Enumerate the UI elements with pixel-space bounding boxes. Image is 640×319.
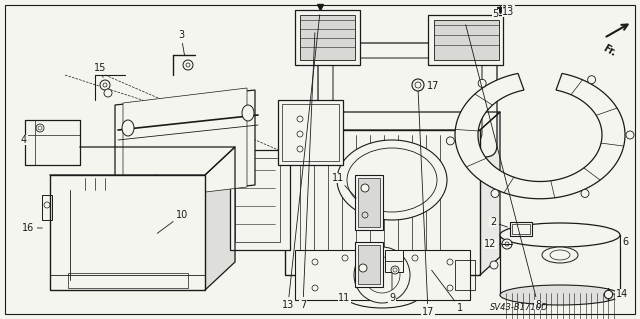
Circle shape xyxy=(374,285,390,301)
Text: 12: 12 xyxy=(484,239,502,249)
FancyBboxPatch shape xyxy=(318,43,497,157)
Text: 5: 5 xyxy=(492,9,499,19)
Ellipse shape xyxy=(500,285,620,305)
Polygon shape xyxy=(123,88,247,202)
Polygon shape xyxy=(285,112,500,130)
Bar xyxy=(434,20,499,60)
Circle shape xyxy=(581,189,589,197)
Text: 14: 14 xyxy=(613,289,628,299)
Bar xyxy=(358,178,380,227)
Text: 9: 9 xyxy=(389,273,395,303)
Text: 1: 1 xyxy=(431,270,463,313)
Text: Fr.: Fr. xyxy=(601,43,618,58)
Text: 13: 13 xyxy=(502,5,515,15)
Bar xyxy=(358,245,380,284)
Circle shape xyxy=(104,89,112,97)
Circle shape xyxy=(359,264,367,272)
Bar xyxy=(285,130,480,275)
Text: 7: 7 xyxy=(300,33,315,310)
Circle shape xyxy=(502,239,512,249)
Circle shape xyxy=(36,124,44,132)
Circle shape xyxy=(354,247,410,303)
Polygon shape xyxy=(50,147,235,175)
Circle shape xyxy=(588,76,596,84)
Text: 3: 3 xyxy=(178,30,184,55)
Bar xyxy=(235,158,280,242)
Bar xyxy=(295,10,360,65)
Bar xyxy=(385,250,403,272)
Bar xyxy=(355,175,383,230)
Bar xyxy=(282,104,339,161)
Text: 4: 4 xyxy=(21,135,28,145)
Text: 17: 17 xyxy=(418,91,434,317)
Ellipse shape xyxy=(347,148,437,212)
Text: SV43-B1710D: SV43-B1710D xyxy=(490,303,548,313)
FancyBboxPatch shape xyxy=(333,58,482,142)
Circle shape xyxy=(446,137,454,145)
Ellipse shape xyxy=(342,278,422,308)
Text: 2: 2 xyxy=(490,217,508,227)
Circle shape xyxy=(626,131,634,139)
Circle shape xyxy=(100,80,110,90)
Circle shape xyxy=(361,184,369,192)
Bar xyxy=(512,224,530,234)
Circle shape xyxy=(490,261,498,269)
Circle shape xyxy=(364,257,400,293)
Text: 11: 11 xyxy=(338,293,350,303)
Text: 11: 11 xyxy=(332,173,356,198)
Bar xyxy=(42,195,52,220)
Text: 8: 8 xyxy=(466,25,541,310)
Bar xyxy=(510,222,532,236)
Polygon shape xyxy=(455,73,625,199)
Bar xyxy=(355,242,383,287)
Ellipse shape xyxy=(337,140,447,220)
Ellipse shape xyxy=(542,247,578,263)
Text: 15: 15 xyxy=(94,63,106,78)
Text: 13: 13 xyxy=(282,15,320,310)
Circle shape xyxy=(478,79,486,87)
Text: 16: 16 xyxy=(22,223,42,233)
Bar xyxy=(295,250,470,300)
Text: 6: 6 xyxy=(621,237,628,247)
Bar xyxy=(455,260,475,290)
Polygon shape xyxy=(205,147,235,290)
Bar xyxy=(230,150,290,250)
Text: 17: 17 xyxy=(427,81,440,91)
Text: 10: 10 xyxy=(157,210,188,233)
Polygon shape xyxy=(480,112,500,275)
Ellipse shape xyxy=(122,120,134,136)
Bar xyxy=(428,15,503,65)
Circle shape xyxy=(183,60,193,70)
Bar xyxy=(68,273,188,288)
Text: 13: 13 xyxy=(502,7,515,17)
Ellipse shape xyxy=(550,250,570,260)
Polygon shape xyxy=(115,90,255,200)
Circle shape xyxy=(491,189,499,197)
Bar xyxy=(278,100,343,165)
Ellipse shape xyxy=(500,223,620,247)
Circle shape xyxy=(391,266,399,274)
Ellipse shape xyxy=(242,105,254,121)
Circle shape xyxy=(412,79,424,91)
Bar xyxy=(300,15,355,60)
Bar xyxy=(50,175,205,290)
